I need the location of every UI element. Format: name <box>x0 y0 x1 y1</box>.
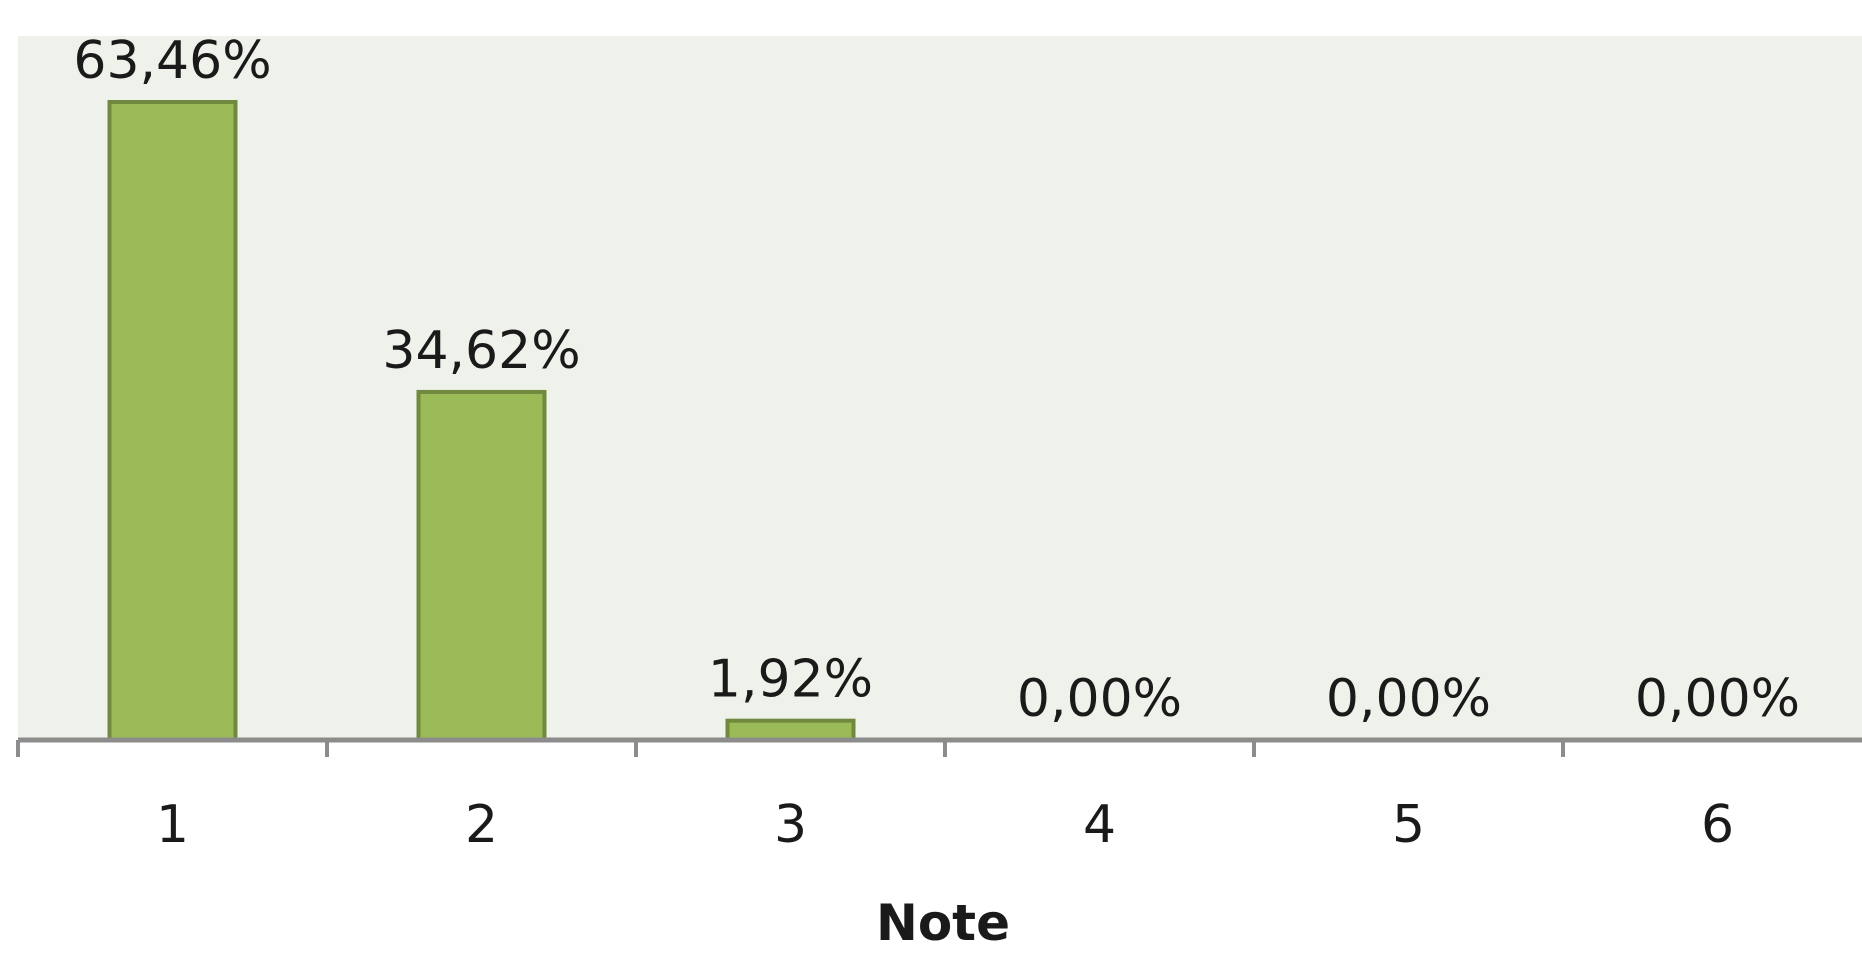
tick-label-3: 3 <box>774 795 807 855</box>
tick-label-4: 4 <box>1083 795 1116 855</box>
x-axis-ticks <box>16 740 1565 757</box>
tick-label-5: 5 <box>1392 795 1425 855</box>
x-axis-tick-labels: 1 2 3 4 5 6 <box>156 795 1734 855</box>
data-labels-group: 63,46% 34,62% 1,92% 0,00% 0,00% 0,00% <box>73 31 1800 729</box>
data-label-5: 0,00% <box>1326 669 1491 729</box>
data-label-2: 34,62% <box>382 321 580 381</box>
data-label-6: 0,00% <box>1635 669 1800 729</box>
data-label-3: 1,92% <box>708 650 873 710</box>
x-axis-title: Note <box>876 894 1010 949</box>
data-label-1: 63,46% <box>73 31 271 91</box>
tick-label-1: 1 <box>156 795 189 855</box>
tick-label-2: 2 <box>465 795 498 855</box>
bars-group <box>107 100 856 743</box>
bar-3 <box>725 718 856 743</box>
plot-area <box>18 36 1862 740</box>
tick-label-6: 6 <box>1701 795 1734 855</box>
bar-2 <box>416 389 547 742</box>
data-label-4: 0,00% <box>1017 669 1182 729</box>
bar-1 <box>107 100 238 742</box>
